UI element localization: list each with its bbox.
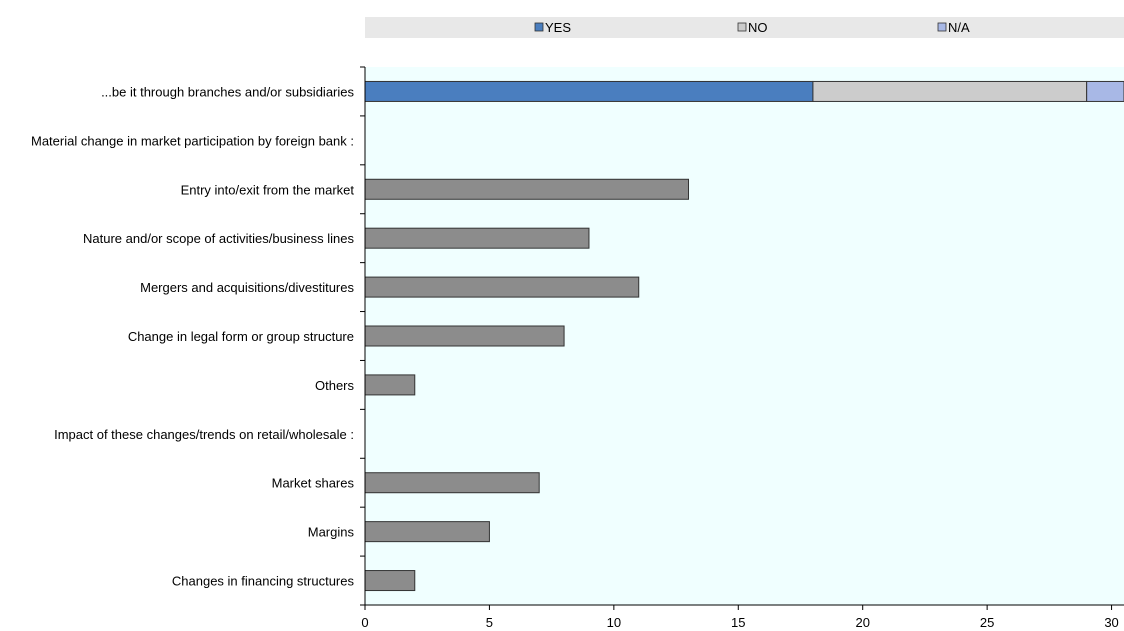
bar [364, 521, 490, 543]
bar [364, 472, 540, 494]
legend-swatch-n-a [937, 22, 947, 32]
bar [364, 276, 640, 298]
category-label: Entry into/exit from the market [181, 182, 355, 197]
x-tick-label: 10 [607, 615, 621, 630]
category-label: Others [315, 378, 355, 393]
category-label: Material change in market participation … [31, 133, 354, 148]
category-label: Change in legal form or group structure [128, 329, 354, 344]
legend-label: N/A [948, 20, 970, 35]
x-tick-label: 15 [731, 615, 745, 630]
bar-segment-n-a [1086, 80, 1124, 102]
x-tick-label: 5 [486, 615, 493, 630]
category-label: Impact of these changes/trends on retail… [54, 427, 354, 442]
legend-swatch-yes [534, 22, 544, 32]
bar-segment-no [812, 80, 1088, 102]
category-labels: ...be it through branches and/or subsidi… [31, 84, 355, 588]
legend-label: YES [545, 20, 571, 35]
bar [364, 570, 416, 592]
category-label: ...be it through branches and/or subsidi… [101, 84, 354, 99]
bar [364, 178, 690, 200]
category-label: Nature and/or scope of activities/busine… [83, 231, 354, 246]
legend-swatch-no [737, 22, 747, 32]
axes: 0 5 10 15 20 25 30 [360, 66, 1124, 630]
bar [364, 374, 416, 396]
category-label: Margins [308, 525, 355, 540]
legend: YES NO N/A [534, 20, 970, 35]
legend-label: NO [748, 20, 768, 35]
x-tick-label: 30 [1104, 615, 1118, 630]
category-label: Market shares [272, 476, 355, 491]
category-label: Mergers and acquisitions/divestitures [140, 280, 354, 295]
bar-segment-yes [364, 80, 814, 102]
category-label: Changes in financing structures [172, 574, 355, 589]
bar [364, 325, 565, 347]
x-tick-label: 0 [361, 615, 368, 630]
x-tick-label: 25 [980, 615, 994, 630]
bar [364, 227, 590, 249]
x-tick-label: 20 [855, 615, 869, 630]
